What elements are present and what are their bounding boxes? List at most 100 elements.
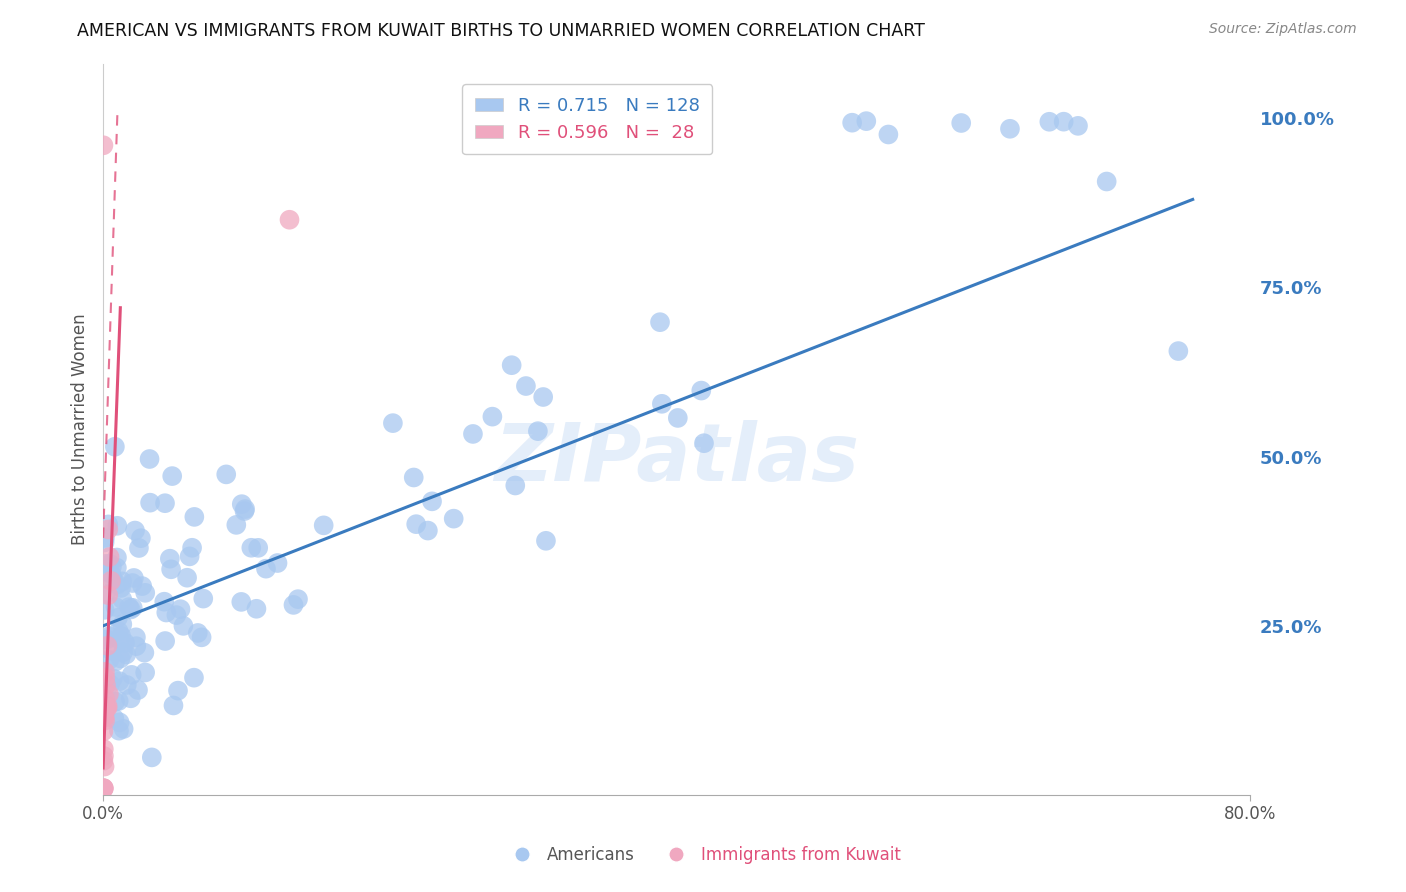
Point: [160, 469, 183, 483]
Point: [108, 633, 131, 648]
Point: [515, 379, 537, 393]
Point: [531, 390, 554, 404]
Point: [121, 600, 143, 615]
Point: [93, 696, 115, 710]
Point: [877, 128, 900, 142]
Point: [125, 639, 148, 653]
Point: [381, 416, 404, 430]
Point: [108, 674, 131, 689]
Point: [125, 630, 148, 644]
Point: [93, 781, 115, 796]
Point: [124, 524, 146, 538]
Point: [112, 645, 135, 659]
Point: [94, 557, 117, 571]
Legend: Americans, Immigrants from Kuwait: Americans, Immigrants from Kuwait: [498, 839, 908, 871]
Point: [134, 665, 156, 680]
Point: [648, 315, 671, 329]
Point: [110, 581, 132, 595]
Point: [94, 587, 117, 601]
Point: [97, 523, 120, 537]
Point: [94, 706, 117, 720]
Point: [115, 678, 138, 692]
Point: [190, 630, 212, 644]
Point: [187, 626, 209, 640]
Point: [1095, 174, 1118, 188]
Point: [420, 494, 443, 508]
Point: [98, 653, 121, 667]
Point: [155, 606, 177, 620]
Point: [855, 114, 877, 128]
Point: [134, 646, 156, 660]
Point: [1038, 114, 1060, 128]
Point: [97, 588, 120, 602]
Point: [503, 478, 526, 492]
Point: [97, 699, 120, 714]
Point: [1053, 114, 1076, 128]
Point: [100, 574, 122, 588]
Point: [233, 504, 256, 518]
Point: [107, 624, 129, 639]
Point: [96, 701, 118, 715]
Point: [93, 781, 115, 796]
Point: [176, 571, 198, 585]
Point: [160, 562, 183, 576]
Point: [193, 591, 215, 606]
Point: [93, 754, 115, 768]
Point: [651, 397, 673, 411]
Point: [215, 467, 238, 482]
Point: [179, 549, 201, 564]
Point: [153, 634, 176, 648]
Point: [283, 598, 305, 612]
Point: [94, 671, 117, 685]
Point: [93, 603, 115, 617]
Point: [159, 551, 181, 566]
Point: [231, 595, 253, 609]
Point: [141, 750, 163, 764]
Point: [153, 595, 176, 609]
Point: [247, 541, 270, 555]
Point: [112, 722, 135, 736]
Point: [93, 700, 115, 714]
Point: [1067, 119, 1090, 133]
Legend: R = 0.715   N = 128, R = 0.596   N =  28: R = 0.715 N = 128, R = 0.596 N = 28: [463, 84, 713, 154]
Point: [312, 518, 335, 533]
Point: [111, 592, 134, 607]
Point: [121, 668, 143, 682]
Point: [162, 698, 184, 713]
Point: [120, 602, 142, 616]
Y-axis label: Births to Unmarried Women: Births to Unmarried Women: [72, 314, 89, 545]
Point: [266, 556, 288, 570]
Point: [1167, 344, 1189, 359]
Point: [93, 138, 115, 153]
Point: [181, 541, 204, 555]
Point: [107, 610, 129, 624]
Point: [111, 617, 134, 632]
Point: [121, 576, 143, 591]
Point: [233, 502, 256, 516]
Point: [127, 683, 149, 698]
Text: AMERICAN VS IMMIGRANTS FROM KUWAIT BIRTHS TO UNMARRIED WOMEN CORRELATION CHART: AMERICAN VS IMMIGRANTS FROM KUWAIT BIRTH…: [77, 22, 925, 40]
Point: [104, 440, 127, 454]
Point: [107, 577, 129, 591]
Point: [690, 384, 713, 398]
Point: [998, 121, 1021, 136]
Point: [139, 496, 162, 510]
Point: [98, 549, 121, 564]
Point: [129, 531, 152, 545]
Point: [94, 531, 117, 545]
Point: [153, 496, 176, 510]
Point: [122, 571, 145, 585]
Point: [167, 683, 190, 698]
Point: [97, 517, 120, 532]
Point: [93, 781, 115, 796]
Point: [534, 533, 557, 548]
Point: [93, 710, 115, 724]
Point: [950, 116, 973, 130]
Point: [104, 599, 127, 614]
Point: [108, 715, 131, 730]
Point: [98, 557, 121, 571]
Point: [120, 691, 142, 706]
Text: Source: ZipAtlas.com: Source: ZipAtlas.com: [1209, 22, 1357, 37]
Point: [98, 629, 121, 643]
Point: [115, 648, 138, 662]
